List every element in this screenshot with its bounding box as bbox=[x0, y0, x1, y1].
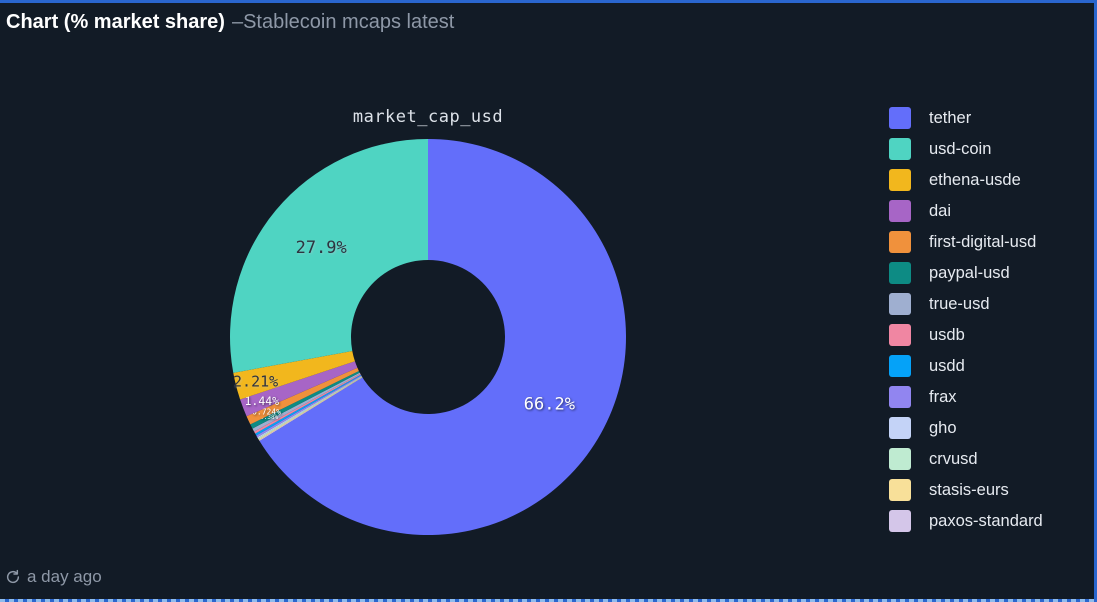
legend-swatch-frax bbox=[889, 386, 911, 408]
legend-swatch-stasis-eurs bbox=[889, 479, 911, 501]
legend-label: true-usd bbox=[929, 294, 990, 313]
pie-label-tether: 66.2% bbox=[524, 395, 575, 415]
legend-item-ethena-usde[interactable]: ethena-usde bbox=[889, 169, 1043, 191]
pie-label-first-digital-usd: 0.724% bbox=[252, 407, 281, 416]
pie-label-paypal-usd: 0.38% bbox=[260, 414, 278, 421]
legend: tether usd-coin ethena-usde dai first-digita… bbox=[889, 107, 1043, 532]
legend-label: frax bbox=[929, 387, 957, 406]
legend-item-usdb[interactable]: usdb bbox=[889, 324, 1043, 346]
legend-label: gho bbox=[929, 418, 957, 437]
legend-item-paxos-standard[interactable]: paxos-standard bbox=[889, 510, 1043, 532]
legend-swatch-paxos-standard bbox=[889, 510, 911, 532]
legend-swatch-usdd bbox=[889, 355, 911, 377]
legend-swatch-true-usd bbox=[889, 293, 911, 315]
panel-header: Chart (% market share) –Stablecoin mcaps … bbox=[6, 9, 1084, 35]
legend-item-usd-coin[interactable]: usd-coin bbox=[889, 138, 1043, 160]
legend-item-dai[interactable]: dai bbox=[889, 200, 1043, 222]
legend-label: usd-coin bbox=[929, 139, 992, 158]
title-separator: – bbox=[231, 11, 244, 33]
legend-swatch-usdb bbox=[889, 324, 911, 346]
pie-label-ethena-usde: 2.21% bbox=[233, 372, 278, 390]
legend-label: paypal-usd bbox=[929, 263, 1010, 282]
legend-swatch-crvusd bbox=[889, 448, 911, 470]
legend-item-gho[interactable]: gho bbox=[889, 417, 1043, 439]
legend-swatch-paypal-usd bbox=[889, 262, 911, 284]
refresh-time-text: a day ago bbox=[27, 567, 102, 586]
pie-slice-stasis-eurs[interactable] bbox=[258, 376, 363, 441]
chart-title: market_cap_usd bbox=[352, 107, 504, 127]
pie-slice-ethena-usde[interactable] bbox=[233, 350, 355, 400]
legend-label: crvusd bbox=[929, 449, 978, 468]
legend-item-paypal-usd[interactable]: paypal-usd bbox=[889, 262, 1043, 284]
pie-label-usd-coin: 27.9% bbox=[296, 238, 347, 258]
pie-slice-paypal-usd[interactable] bbox=[250, 370, 360, 429]
pie-slice-frax[interactable] bbox=[256, 375, 362, 438]
legend-label: dai bbox=[929, 201, 952, 220]
legend-label: first-digital-usd bbox=[929, 232, 1037, 251]
legend-label: tether bbox=[929, 108, 972, 127]
legend-label: ethena-usde bbox=[929, 170, 1021, 189]
legend-swatch-tether bbox=[889, 107, 911, 129]
legend-swatch-gho bbox=[889, 417, 911, 439]
donut-chart[interactable]: 66.2% 0.38%0.724%1.44% 2.21% 27.9% bbox=[198, 107, 658, 567]
legend-swatch-ethena-usde bbox=[889, 169, 911, 191]
legend-label: usdd bbox=[929, 356, 965, 375]
pie-slice-true-usd[interactable] bbox=[252, 372, 361, 432]
pie-slice-paxos-standard[interactable] bbox=[259, 377, 363, 441]
refresh-status: a day ago bbox=[5, 567, 102, 587]
legend-label: usdb bbox=[929, 325, 965, 344]
pie-slice-usdd[interactable] bbox=[255, 374, 362, 436]
legend-item-stasis-eurs[interactable]: stasis-eurs bbox=[889, 479, 1043, 501]
pie-slice-usdb[interactable] bbox=[254, 373, 361, 434]
pie-slice-first-digital-usd[interactable] bbox=[246, 367, 359, 425]
panel-subtitle: Stablecoin mcaps latest bbox=[243, 11, 455, 33]
legend-swatch-first-digital-usd bbox=[889, 231, 911, 253]
legend-label: stasis-eurs bbox=[929, 480, 1009, 499]
legend-item-crvusd[interactable]: crvusd bbox=[889, 448, 1043, 470]
pie-slice-dai[interactable] bbox=[240, 361, 358, 417]
legend-swatch-usd-coin bbox=[889, 138, 911, 160]
panel-selection-dashed-border bbox=[0, 599, 1094, 602]
panel-title: Chart (% market share) bbox=[6, 11, 225, 33]
pie-slice-crvusd[interactable] bbox=[257, 376, 363, 440]
refresh-icon[interactable] bbox=[5, 569, 21, 585]
legend-item-frax[interactable]: frax bbox=[889, 386, 1043, 408]
legend-item-true-usd[interactable]: true-usd bbox=[889, 293, 1043, 315]
pie-slice-usd-coin[interactable] bbox=[230, 139, 428, 373]
legend-label: paxos-standard bbox=[929, 511, 1043, 530]
legend-item-usdd[interactable]: usdd bbox=[889, 355, 1043, 377]
legend-swatch-dai bbox=[889, 200, 911, 222]
pie-slice-gho[interactable] bbox=[257, 375, 362, 439]
legend-item-first-digital-usd[interactable]: first-digital-usd bbox=[889, 231, 1043, 253]
pie-label-dai: 1.44% bbox=[244, 394, 279, 408]
pie-slice-tether[interactable] bbox=[259, 139, 626, 535]
legend-item-tether[interactable]: tether bbox=[889, 107, 1043, 129]
